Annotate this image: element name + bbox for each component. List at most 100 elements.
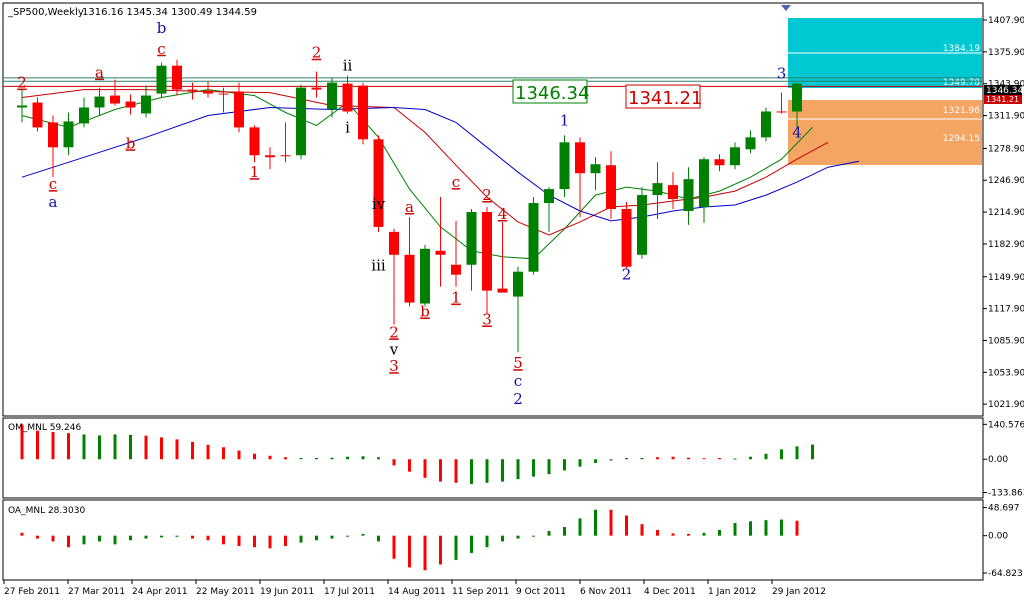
om-bar	[439, 459, 442, 482]
time-tick-label: 1 Jan 2012	[708, 587, 756, 597]
oa-bar	[377, 535, 380, 542]
oa-bar	[733, 523, 737, 536]
candle-body	[17, 105, 27, 108]
oa-bar	[501, 535, 504, 542]
time-tick-label: 24 Apr 2011	[132, 587, 188, 597]
candle-body	[668, 185, 678, 200]
oa-title: OA_MNL 28.3030	[8, 506, 85, 516]
time-tick-label: 4 Dec 2011	[644, 587, 696, 597]
oa-bar	[578, 518, 582, 536]
candle-body	[234, 91, 244, 128]
wave-label: 2	[389, 323, 399, 341]
wave-label: 2	[622, 266, 632, 284]
candle-body	[187, 89, 198, 91]
wave-label: c	[514, 372, 522, 390]
candle-body	[497, 288, 508, 293]
oa-bar	[408, 535, 411, 568]
oa-bar	[718, 529, 721, 536]
om-bar	[175, 439, 179, 460]
om-bar	[392, 459, 396, 466]
candle-body	[373, 139, 384, 227]
ma-mid-line	[21, 89, 829, 236]
green-level-label: 1346.34	[515, 83, 589, 104]
om-bar	[237, 450, 241, 460]
om-bar	[377, 457, 380, 460]
om-bar	[284, 457, 287, 460]
candle-body	[466, 211, 477, 265]
candle-body	[172, 65, 182, 90]
om-bar	[36, 430, 39, 460]
oa-bar	[439, 535, 442, 565]
om-tick-label: 140.576	[988, 420, 1024, 430]
candle-body	[482, 211, 492, 291]
oa-bar	[392, 535, 396, 559]
candle-body	[342, 83, 353, 112]
price-tick-label: 1182.90	[988, 240, 1024, 250]
candle-body	[792, 83, 802, 112]
time-tick-label: 14 Aug 2011	[388, 587, 446, 597]
wave-label: 2	[482, 186, 492, 204]
wave-label: 3	[777, 65, 787, 83]
oa-bar	[36, 535, 39, 539]
time-tick-label: 17 Jul 2011	[324, 587, 375, 597]
wave-label: a	[405, 198, 414, 216]
price-tick-label: 1149.90	[988, 273, 1024, 283]
om-bar	[361, 456, 365, 460]
om-bar	[330, 457, 334, 460]
price-tick-label: 1246.90	[988, 176, 1024, 186]
green-level-box	[512, 79, 588, 104]
oa-bar	[268, 535, 272, 549]
wave-label: 2	[513, 390, 523, 408]
price-tick-label: 1053.90	[988, 368, 1024, 378]
candle-body	[110, 95, 120, 104]
wave-label: 5	[513, 354, 523, 372]
scroll-marker[interactable]	[781, 5, 791, 11]
wave-label: 4	[792, 123, 802, 141]
oa-bar	[547, 531, 551, 536]
candle-body	[249, 127, 260, 156]
om-bar	[532, 459, 535, 477]
om-bar	[749, 456, 752, 460]
candle-body	[776, 111, 787, 113]
candle-body	[280, 155, 291, 157]
oa-tick-label: -64.823	[988, 569, 1023, 579]
om-bar	[253, 453, 256, 460]
om-bar	[733, 458, 737, 460]
om-bar	[764, 453, 768, 460]
om-bar	[206, 444, 210, 460]
om-bar	[702, 458, 706, 460]
price-tag: 1346.34	[986, 86, 1023, 96]
om-tick-label: -133.863	[988, 488, 1024, 498]
oa-bar	[20, 532, 24, 536]
oa-bar	[175, 535, 179, 537]
oa-bar	[625, 515, 628, 536]
orange-zone	[788, 100, 982, 165]
oa-bar	[206, 535, 210, 541]
oa-bar	[516, 535, 520, 539]
om-bar	[671, 456, 675, 460]
candle-body	[435, 250, 446, 255]
oa-bar	[315, 535, 318, 541]
om-bar	[454, 459, 458, 483]
price-tick-label: 1343.90	[988, 80, 1024, 90]
om-tick-label: 0.00	[988, 455, 1008, 465]
oa-bar	[532, 535, 535, 537]
candle-body	[218, 93, 229, 95]
om-bar	[656, 457, 659, 460]
om-pane	[2, 417, 984, 499]
wave-label: iv	[372, 195, 386, 213]
price-tick-label: 1085.90	[988, 336, 1024, 346]
candle-body	[652, 183, 663, 196]
candle-body	[32, 102, 43, 128]
oa-bar	[687, 533, 690, 536]
om-bar	[578, 459, 582, 467]
price-tick-label: 1311.90	[988, 112, 1024, 122]
oa-bar	[82, 535, 86, 545]
price-tag-2-box	[984, 95, 1022, 104]
oa-bar	[454, 535, 458, 560]
time-tick-label: 22 May 2011	[196, 587, 255, 597]
oa-bar	[470, 535, 473, 553]
oa-bar	[129, 535, 132, 541]
